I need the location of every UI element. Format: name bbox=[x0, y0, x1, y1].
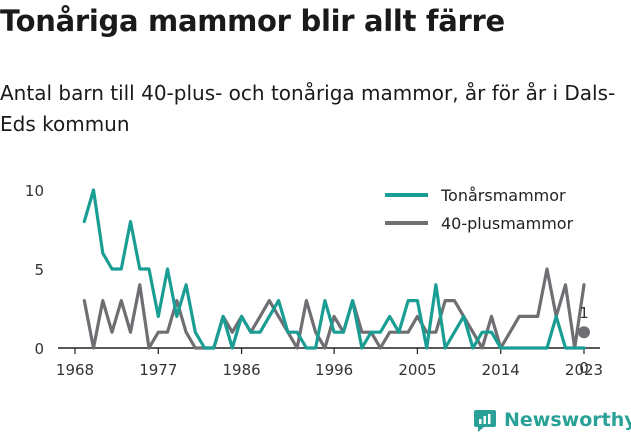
chart-subtitle: Antal barn till 40-plus- och tonåriga ma… bbox=[0, 81, 616, 136]
chart-title: Tonåriga mammor blir allt färre bbox=[0, 4, 505, 38]
newsworthy-logo-icon bbox=[474, 410, 496, 432]
x-tick-label: 1996 bbox=[315, 361, 353, 379]
end-value-label: 1 bbox=[579, 304, 589, 322]
newsworthy-brand: Newsworthy bbox=[474, 408, 631, 432]
x-tick-label: 2023 bbox=[565, 361, 603, 379]
legend-label: Tonårsmammor bbox=[440, 186, 566, 205]
legend: Tonårsmammor 40-plusmammor bbox=[385, 186, 574, 233]
x-tick-label: 2014 bbox=[482, 361, 520, 379]
x-axis: 1968 1977 1986 1996 2005 2014 2023 bbox=[56, 347, 603, 379]
y-tick-label: 0 bbox=[34, 340, 44, 358]
y-axis: 0 5 10 bbox=[25, 182, 44, 358]
y-tick-label: 10 bbox=[25, 182, 44, 200]
x-tick-label: 1977 bbox=[139, 361, 177, 379]
series-layer bbox=[82, 188, 586, 350]
series-line-tonarsmammor bbox=[82, 188, 586, 350]
legend-label: 40-plusmammor bbox=[441, 214, 574, 233]
end-marker bbox=[578, 326, 590, 339]
x-tick-label: 2005 bbox=[398, 361, 436, 379]
y-tick-label: 5 bbox=[34, 261, 44, 279]
x-tick-label: 1986 bbox=[222, 361, 260, 379]
brand-name: Newsworthy bbox=[504, 409, 631, 431]
end-value-label: 0 bbox=[579, 359, 589, 377]
end-labels: 10 bbox=[578, 304, 590, 377]
x-tick-label: 1968 bbox=[56, 361, 94, 379]
